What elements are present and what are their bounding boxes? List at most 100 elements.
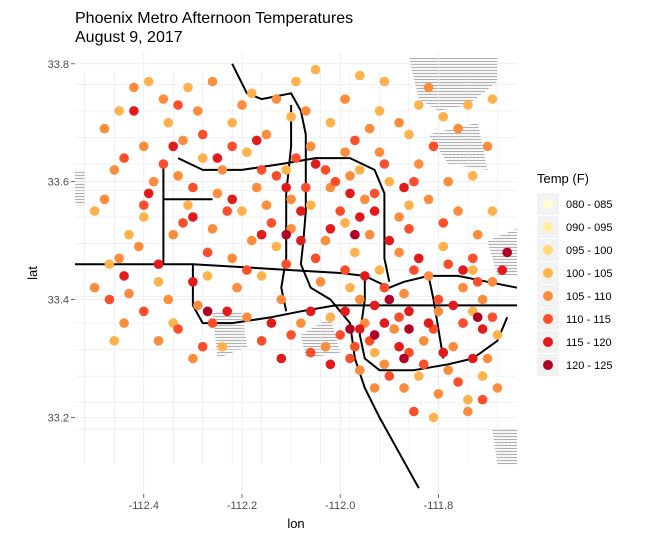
legend-key-swatch — [543, 245, 553, 255]
temperature-point — [325, 312, 336, 323]
y-tick-label: 33.6 — [48, 177, 69, 189]
temperature-point — [458, 318, 468, 328]
x-axis-title: lon — [287, 516, 304, 531]
temperature-point — [453, 377, 463, 387]
temperature-point — [291, 153, 301, 163]
temperature-point — [237, 206, 247, 216]
temperature-point — [256, 336, 267, 346]
y-tick-label: 33.2 — [48, 412, 69, 424]
temperature-point — [325, 117, 336, 128]
temperature-point — [463, 394, 473, 405]
temperature-point — [345, 171, 355, 181]
legend-label: 100 - 105 — [566, 268, 612, 280]
temperature-point — [458, 265, 468, 275]
temperature-point — [139, 212, 149, 222]
temperature-point — [212, 188, 223, 199]
temperature-point — [487, 206, 498, 216]
temperature-point — [472, 277, 483, 287]
temperature-point — [320, 235, 331, 246]
temperature-point — [134, 241, 144, 252]
temperature-point — [394, 341, 404, 352]
temperature-point — [350, 341, 360, 352]
temperature-point — [276, 294, 287, 305]
temperature-point — [261, 129, 272, 140]
temperature-point — [261, 200, 272, 210]
temperature-point — [237, 100, 247, 110]
points-layer — [89, 64, 512, 423]
temperature-point — [369, 383, 380, 393]
temperature-point — [487, 277, 498, 287]
temperature-point — [369, 206, 380, 216]
temperature-point — [399, 353, 409, 364]
temperature-point — [497, 265, 508, 275]
temperature-point — [251, 182, 262, 193]
terrain-area-4 — [75, 169, 85, 206]
temperature-point — [188, 212, 198, 222]
temperature-point — [197, 153, 208, 163]
legend-label: 120 - 125 — [566, 360, 612, 372]
terrain-area-1 — [428, 122, 488, 170]
temperature-point — [369, 188, 380, 199]
legend-label: 095 - 100 — [566, 245, 612, 257]
temperature-point — [355, 212, 365, 222]
temperature-point — [369, 300, 380, 311]
temperature-point — [487, 312, 498, 323]
temperature-point — [428, 412, 439, 423]
temperature-point — [158, 159, 169, 169]
temperature-point — [477, 371, 488, 381]
highway-6 — [191, 264, 517, 325]
temperature-point — [389, 324, 400, 334]
temperature-point — [345, 324, 355, 334]
temperature-point — [207, 76, 218, 87]
temperature-point — [423, 194, 434, 205]
temperature-point — [227, 253, 237, 264]
temperature-point — [335, 330, 346, 340]
x-tick-label: -112.2 — [227, 500, 257, 512]
temperature-point — [266, 318, 277, 328]
temperature-point — [448, 300, 459, 311]
temperature-point — [433, 389, 444, 399]
legend-key-swatch — [543, 314, 553, 324]
temperature-point — [173, 324, 183, 334]
legend-key-swatch — [543, 222, 553, 232]
legend-key-swatch — [543, 199, 553, 209]
temperature-point — [433, 294, 444, 305]
temperature-point — [345, 353, 355, 364]
temperature-point — [423, 82, 434, 93]
temperature-point — [207, 224, 218, 234]
x-tick-label: -112.0 — [325, 500, 355, 512]
temperature-point — [188, 353, 198, 364]
temperature-point — [109, 165, 120, 175]
temperature-point — [468, 171, 478, 181]
temperature-point — [369, 347, 380, 358]
temperature-point — [207, 318, 218, 328]
temperature-point — [384, 235, 395, 246]
temperature-point — [340, 218, 350, 228]
temperature-point — [247, 88, 257, 99]
chart-title: Phoenix Metro Afternoon Temperatures Aug… — [75, 10, 353, 46]
temperature-point — [148, 176, 159, 187]
temperature-point — [409, 176, 419, 187]
temperature-point — [227, 117, 237, 128]
temperature-point — [438, 112, 449, 122]
highway-1 — [231, 63, 420, 489]
temperature-point — [301, 106, 311, 116]
temperature-point — [477, 324, 488, 334]
legend: Temp (F) 080 - 085 090 - 095 095 - 100 100 … — [537, 171, 612, 376]
temperature-point — [448, 341, 459, 352]
temperature-point — [256, 229, 267, 240]
temperature-point — [242, 147, 252, 157]
temperature-point — [153, 277, 164, 287]
temperature-point — [355, 165, 365, 175]
temperature-point — [404, 306, 414, 317]
temperature-point — [143, 188, 154, 199]
temperature-point — [399, 288, 409, 299]
temperature-point — [143, 76, 154, 87]
temperature-point — [124, 229, 134, 240]
temperature-point — [438, 218, 449, 228]
temperature-point — [374, 147, 385, 157]
temperature-point — [251, 135, 262, 146]
temperature-point — [443, 176, 454, 187]
temperature-point — [472, 229, 483, 240]
temperature-point — [168, 229, 178, 240]
